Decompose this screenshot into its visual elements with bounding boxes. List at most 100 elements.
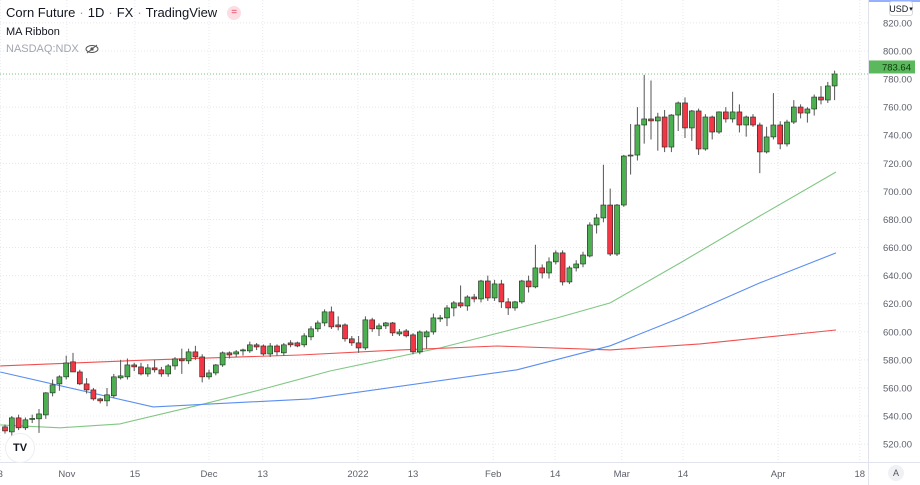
candle [213, 364, 219, 376]
candle [145, 364, 151, 377]
candle-body-up [518, 280, 525, 303]
candle [56, 375, 63, 391]
candle [552, 250, 559, 265]
candle-body-up [729, 111, 736, 120]
candle [695, 108, 702, 155]
candle-body-down [607, 204, 614, 255]
candle-body-up [233, 351, 239, 355]
candle [63, 355, 70, 380]
auto-scale-label: A [892, 468, 899, 478]
indicator-ma-ribbon[interactable]: MA Ribbon [6, 26, 60, 38]
candle [818, 86, 824, 105]
candle-body-up [165, 365, 171, 375]
price-axis[interactable]: 820.00 800.00 780.00 760.00 740.00 720.00 700.… [883, 18, 912, 450]
time-tick-label: Mar [614, 469, 630, 480]
candle [566, 265, 573, 285]
candle-body-up [423, 331, 430, 338]
candle [97, 397, 103, 404]
candle-body-up [396, 331, 403, 335]
candle [369, 317, 376, 332]
candle-body-up [478, 280, 484, 300]
compare-symbol-row[interactable]: NASDAQ:NDX [6, 43, 241, 55]
candle-body-up [770, 124, 777, 138]
candle [90, 387, 97, 401]
candle [77, 369, 83, 386]
candle-body-up [716, 111, 722, 133]
price-tick-label: 640.00 [883, 271, 912, 282]
candle-body-up [634, 124, 641, 156]
candle-body-up [172, 358, 178, 367]
candle [716, 111, 722, 134]
candle [777, 121, 784, 150]
candle-body-up [267, 345, 274, 355]
candle-body-up [668, 114, 675, 148]
candle-body-up [614, 204, 620, 255]
candle-body-up [811, 96, 818, 110]
candle-body-up [185, 351, 192, 362]
exchange: FX [116, 5, 134, 20]
candle [342, 323, 348, 342]
candle-body-down [539, 267, 546, 274]
candle [294, 341, 301, 348]
candle [484, 275, 491, 301]
candle-body-up [675, 102, 682, 116]
candle-body-down [328, 311, 335, 328]
price-tick-label: 740.00 [883, 131, 912, 142]
candle [729, 91, 736, 123]
candle-body-up [362, 319, 369, 349]
candles [2, 70, 838, 436]
auto-scale-button[interactable]: A [888, 465, 904, 481]
candle-body-down [287, 342, 294, 346]
price-tick-label: 720.00 [883, 159, 912, 170]
price-tick-label: 520.00 [883, 440, 912, 451]
candle [42, 392, 49, 419]
grid [0, 0, 868, 462]
candle-body-up [314, 322, 321, 330]
candle [682, 97, 688, 139]
candle-body-down [682, 102, 688, 129]
candle [389, 321, 396, 337]
equals-badge-icon[interactable]: = [227, 5, 242, 20]
candle-body-down [369, 319, 376, 330]
candle-body-up [437, 317, 444, 320]
time-tick-label: 13 [257, 469, 268, 480]
candle-body-up [22, 419, 29, 429]
candle [151, 359, 158, 373]
candle-body-down [777, 124, 784, 145]
candle [124, 358, 131, 380]
candle-body-up [444, 307, 450, 319]
candle [287, 340, 294, 348]
time-axis[interactable]: 3 Nov 15 Dec 13 2022 13 Feb 14 Mar 14 Apr 18 [0, 469, 865, 480]
candle-body-up [308, 328, 314, 338]
candle [301, 333, 308, 348]
moving-average-line [0, 252, 837, 408]
candle [314, 320, 321, 332]
time-tick-label: Dec [201, 469, 218, 480]
time-tick-label: 15 [130, 469, 141, 480]
candle-body-down [709, 116, 716, 133]
candle [654, 112, 661, 151]
candle [192, 345, 199, 360]
candle-body-up [430, 317, 437, 333]
currency-select[interactable]: USD ▾ [889, 1, 913, 16]
candle [559, 250, 566, 286]
ma-ribbon [0, 171, 837, 429]
candle-body-down [403, 330, 410, 337]
candle-body-up [104, 394, 110, 402]
price-tick-label: 780.00 [883, 75, 912, 86]
candle-body-down [498, 283, 505, 303]
eye-off-icon[interactable] [85, 44, 99, 54]
candle-body-up [641, 118, 648, 126]
candle [518, 279, 525, 304]
candle [797, 104, 804, 119]
tradingview-logo[interactable]: TV [5, 433, 35, 463]
time-tick-label: Apr [771, 469, 786, 480]
candle [430, 313, 437, 335]
symbol-title[interactable]: Corn Future · 1D · FX · TradingView = [6, 5, 242, 20]
candle [355, 336, 362, 353]
candle-body-down [355, 342, 362, 349]
candle [253, 343, 260, 351]
candle-body-up [491, 283, 498, 299]
candle-body-up [321, 311, 328, 324]
